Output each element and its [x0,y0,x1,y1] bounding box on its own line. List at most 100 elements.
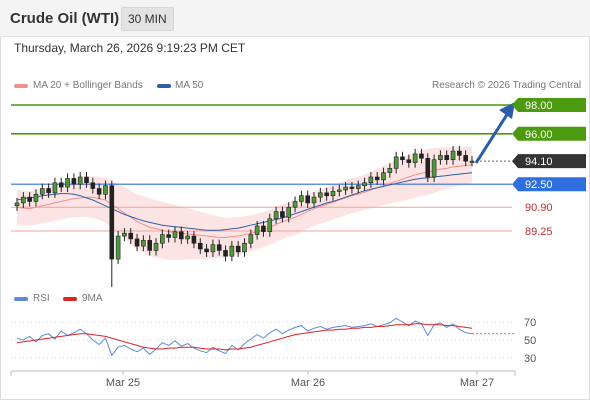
candle-body [305,195,310,204]
candle [280,206,285,223]
candle [115,231,121,265]
rsi-level-label: 70 [524,317,536,329]
timestamp: Thursday, March 26, 2026 9:19:23 PM CET [14,41,246,55]
candle-body [457,150,462,156]
candle [65,173,70,193]
timeframe-button[interactable]: 30 MIN [121,7,174,31]
candle-body [160,234,165,244]
candle [368,171,374,188]
candle-body [109,185,115,260]
candle-body [185,235,190,240]
candle [179,226,184,244]
candle [27,192,32,207]
candle-body [299,195,304,202]
candle [216,239,222,256]
candle-body [400,156,405,161]
candle [242,238,247,257]
candle-body [419,153,424,159]
candle [311,192,317,208]
candle [210,239,216,257]
time-label: Mar 25 [106,377,140,389]
candle [84,171,89,188]
source-credit: Research © 2026 Trading Central [432,80,582,91]
candle [229,241,235,262]
candle-body [122,232,127,237]
candle-body [248,234,254,244]
candle-body [58,182,64,188]
candle-body [261,225,266,233]
candle-body [52,182,58,194]
candle-body [14,202,20,207]
candle-body [77,176,83,185]
candle [21,192,26,208]
candle [318,187,323,203]
candle [349,182,355,194]
candle-body [103,185,108,195]
candle [147,235,153,256]
candle-body [362,182,367,186]
candle-body [318,192,323,198]
candle [46,183,51,198]
candle-body [128,232,134,240]
candle-body [242,242,247,253]
candle-body [33,193,39,202]
candle [381,167,386,185]
candle-body [349,186,355,189]
ma9-swatch [63,297,77,301]
candle-body [147,240,153,251]
candle-body [393,156,399,169]
candle [419,148,424,164]
candle [33,189,39,207]
candle [134,233,140,252]
candle [204,243,209,257]
legend-ma20: MA 20 + Bollinger Bands [33,80,143,91]
candle-body [286,206,292,218]
candle-body [438,155,443,161]
candle-body [273,211,279,220]
candle-body [27,196,32,202]
candle [406,154,412,168]
candle [336,184,342,197]
candle-body [191,235,197,244]
price-tag-resistance [512,126,586,141]
rsi-swatch [14,297,28,301]
rsi-line [16,317,473,357]
candle [185,231,190,244]
candle-body [210,244,216,253]
candle [90,177,96,194]
candle [14,197,20,211]
candle-body [330,191,336,197]
candle-body [431,159,437,178]
ma20-swatch [14,84,28,88]
candle [450,146,456,165]
candle-body [374,176,380,181]
price-tag-pivot [512,177,586,192]
candle [248,229,254,249]
candle [374,171,380,185]
ma50-swatch [157,84,171,88]
rsi-ma-line [16,323,473,351]
candle-body [216,244,222,251]
candle [39,183,45,200]
candle [197,238,203,255]
support-label: 89.25 [525,226,553,238]
candle [400,151,405,165]
candle [254,220,260,240]
candle-body [172,231,178,238]
forecast-arrowhead [499,102,515,119]
candle-body [229,245,235,257]
candle [273,206,279,224]
candle-body [223,250,228,257]
candle [77,171,83,190]
candle [355,180,361,194]
candle-body [166,234,171,238]
candle-body [469,160,475,163]
candle-body [141,240,146,247]
price-tag-label: 98.00 [525,100,553,112]
candle [261,220,266,237]
candle [330,186,336,201]
candle [305,190,310,208]
candle [122,228,127,242]
candle-body [96,188,102,195]
